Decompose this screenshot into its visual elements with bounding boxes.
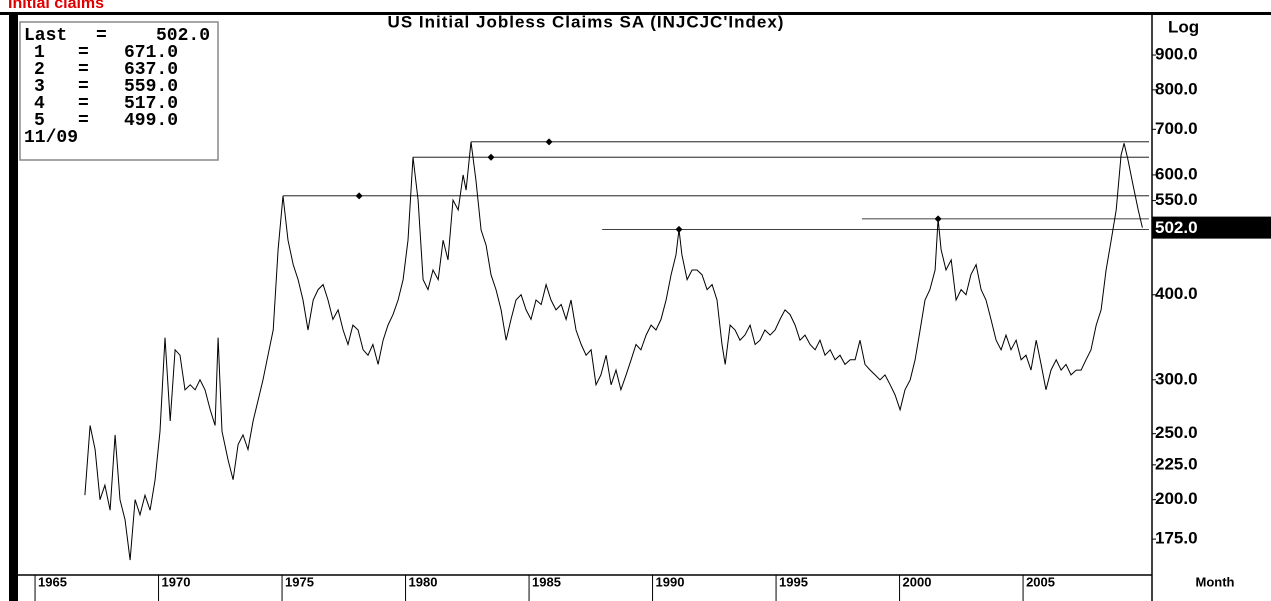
y-tick-label: 900.0 xyxy=(1155,45,1198,64)
y-axis-label: Log xyxy=(1168,17,1199,36)
y-tick-label: 800.0 xyxy=(1155,79,1198,98)
legend-separator: = xyxy=(78,60,89,80)
legend-value: 517.0 xyxy=(124,94,178,114)
last-value-box xyxy=(1152,216,1271,239)
reference-marker xyxy=(355,192,363,200)
x-tick-label: 1990 xyxy=(656,574,685,589)
legend-name: 2 xyxy=(34,60,45,80)
legend-name: 3 xyxy=(34,77,45,97)
x-tick-label: 2005 xyxy=(1026,574,1055,589)
legend-value: 502.0 xyxy=(156,26,210,46)
top-border xyxy=(0,12,1271,15)
x-tick-label: 1985 xyxy=(532,574,561,589)
reference-marker xyxy=(545,138,553,146)
x-tick-label: 1995 xyxy=(779,574,808,589)
header: Initial claims xyxy=(8,0,104,12)
legend-separator: = xyxy=(78,94,89,114)
legend-value: 671.0 xyxy=(124,43,178,63)
last-value-label: 502.0 xyxy=(1155,218,1198,237)
y-tick-label: 400.0 xyxy=(1155,284,1198,303)
data-line xyxy=(84,141,1143,561)
reference-marker xyxy=(487,153,495,161)
plot xyxy=(84,138,1149,561)
y-tick-label: 600.0 xyxy=(1155,164,1198,183)
x-axis-label: Month xyxy=(1196,574,1235,589)
y-tick-label: 250.0 xyxy=(1155,423,1198,442)
x-tick-label: 1970 xyxy=(162,574,191,589)
legend-separator: = xyxy=(78,111,89,131)
y-tick-label: 200.0 xyxy=(1155,489,1198,508)
legend-separator: = xyxy=(78,77,89,97)
y-tick-label: 175.0 xyxy=(1155,529,1198,548)
legend: Last = 502.0 1 = 671.0 2 = 637.0 3 = 559.0 4 = 517.0 5 =… xyxy=(24,26,210,148)
legend-name: 1 xyxy=(34,43,45,63)
x-tick-label: 1980 xyxy=(409,574,438,589)
left-border xyxy=(9,12,18,601)
x-tick-label: 2000 xyxy=(903,574,932,589)
x-tick-label: 1975 xyxy=(285,574,314,589)
y-tick-label: 300.0 xyxy=(1155,369,1198,388)
x-tick-label: 1965 xyxy=(38,574,67,589)
y-tick-label: 225.0 xyxy=(1155,454,1198,473)
legend-separator: = xyxy=(96,26,107,46)
legend-box xyxy=(19,21,219,161)
legend-name: 5 xyxy=(34,111,45,131)
legend-value: 637.0 xyxy=(124,60,178,80)
y-tick-label: 550.0 xyxy=(1155,190,1198,209)
legend-value: 559.0 xyxy=(124,77,178,97)
legend-name: 4 xyxy=(34,94,45,114)
legend-date: 11/09 xyxy=(24,128,78,148)
y-tick-label: 700.0 xyxy=(1155,119,1198,138)
legend-separator: = xyxy=(78,43,89,63)
legend-name: Last xyxy=(24,26,67,46)
legend-value: 499.0 xyxy=(124,111,178,131)
chart-title: US Initial Jobless Claims SA (INJCJC'Ind… xyxy=(388,12,785,31)
